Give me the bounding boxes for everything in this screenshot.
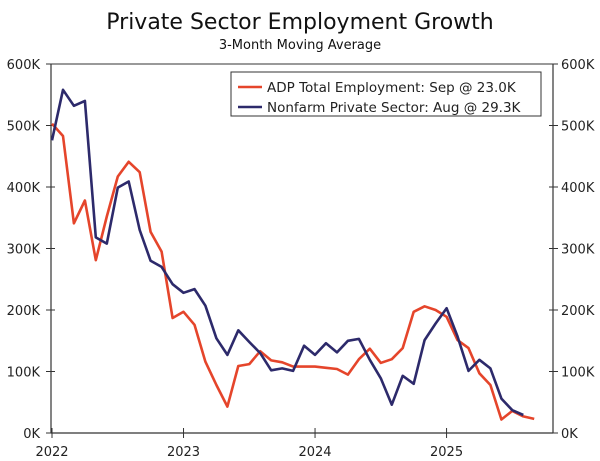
- chart-subtitle: 3-Month Moving Average: [218, 38, 382, 53]
- y-tick-label-right: 0K: [561, 427, 578, 442]
- y-tick-label-left: 100K: [7, 366, 41, 381]
- y-tick-label-right: 100K: [561, 366, 595, 381]
- y-tick-label-right: 400K: [561, 181, 595, 196]
- y-tick-label-left: 300K: [7, 243, 41, 258]
- series-line-adp: [51, 122, 535, 421]
- y-tick-label-left: 0K: [23, 427, 40, 442]
- series-line-nonfarm: [50, 88, 524, 417]
- y-tick-label-left: 400K: [7, 181, 41, 196]
- y-tick-label-right: 600K: [561, 58, 595, 73]
- x-tick-label: 2025: [430, 445, 463, 460]
- y-tick-label-left: 500K: [7, 120, 41, 135]
- y-tick-label-right: 300K: [561, 243, 595, 258]
- x-tick-label: 2024: [298, 445, 331, 460]
- legend-label: ADP Total Employment: Sep @ 23.0K: [267, 80, 517, 96]
- legend-box: [230, 71, 542, 117]
- y-tick-label-right: 500K: [561, 120, 595, 135]
- y-tick-label-right: 200K: [561, 304, 595, 319]
- y-tick-label-left: 200K: [7, 304, 41, 319]
- y-tick-label-left: 600K: [7, 58, 41, 73]
- chart-title: Private Sector Employment Growth: [106, 10, 494, 35]
- x-tick-label: 2023: [167, 445, 200, 460]
- legend-label: Nonfarm Private Sector: Aug @ 29.3K: [267, 100, 522, 116]
- x-tick-label: 2022: [35, 445, 68, 460]
